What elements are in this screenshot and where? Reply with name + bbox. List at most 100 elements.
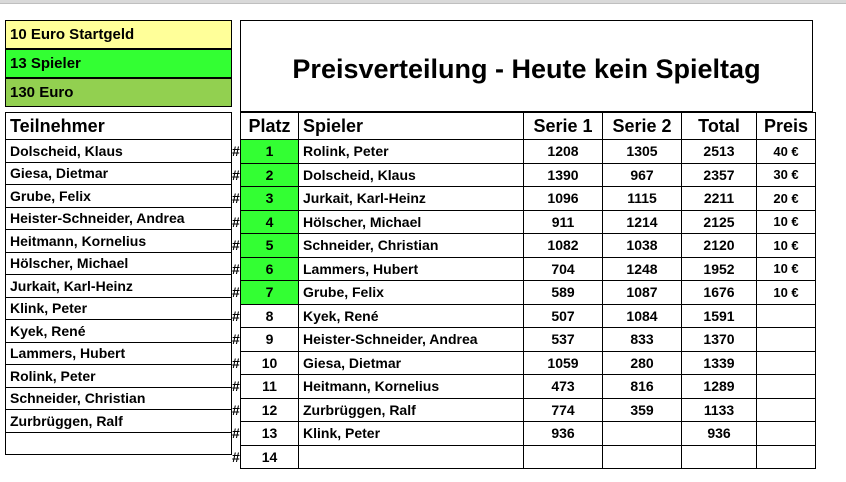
- cell-preis[interactable]: [756, 327, 816, 352]
- cell-serie1[interactable]: 537: [523, 327, 603, 352]
- cell-spieler[interactable]: Heister-Schneider, Andrea: [298, 327, 524, 352]
- teilnehmer-name-cell[interactable]: Hölscher, Michael: [5, 251, 232, 275]
- cell-platz[interactable]: 5: [240, 233, 299, 258]
- cell-serie1[interactable]: 1208: [523, 139, 603, 164]
- cell-serie2[interactable]: 359: [602, 397, 682, 422]
- cell-platz[interactable]: 7: [240, 280, 299, 305]
- cell-serie1[interactable]: 704: [523, 256, 603, 281]
- cell-serie1[interactable]: 774: [523, 397, 603, 422]
- cell-serie2[interactable]: 1305: [602, 139, 682, 164]
- cell-preis[interactable]: [756, 374, 816, 399]
- cell-total[interactable]: 2125: [681, 209, 757, 234]
- cell-spieler[interactable]: Hölscher, Michael: [298, 209, 524, 234]
- teilnehmer-name-cell[interactable]: [5, 431, 232, 455]
- teilnehmer-name-cell[interactable]: Klink, Peter: [5, 296, 232, 320]
- cell-spieler[interactable]: Zurbrüggen, Ralf: [298, 397, 524, 422]
- cell-serie1[interactable]: 911: [523, 209, 603, 234]
- cell-serie1[interactable]: 1390: [523, 162, 603, 187]
- cell-serie2[interactable]: 1038: [602, 233, 682, 258]
- teilnehmer-name-cell[interactable]: Heitmann, Kornelius: [5, 229, 232, 253]
- cell-serie2[interactable]: 280: [602, 350, 682, 375]
- cell-total[interactable]: 2211: [681, 186, 757, 211]
- header-serie2[interactable]: Serie 2: [602, 112, 682, 140]
- cell-total[interactable]: 2357: [681, 162, 757, 187]
- cell-spieler[interactable]: Kyek, René: [298, 303, 524, 328]
- cell-preis[interactable]: [756, 444, 816, 469]
- cell-spieler[interactable]: Dolscheid, Klaus: [298, 162, 524, 187]
- cell-serie1[interactable]: 936: [523, 421, 603, 446]
- teilnehmer-name-cell[interactable]: Schneider, Christian: [5, 386, 232, 410]
- cell-preis[interactable]: [756, 350, 816, 375]
- spieler-count-cell[interactable]: 13 Spieler: [5, 49, 232, 78]
- total-euro-cell[interactable]: 130 Euro: [5, 78, 232, 107]
- page-title[interactable]: Preisverteilung - Heute kein Spieltag: [240, 20, 813, 112]
- cell-platz[interactable]: 4: [240, 209, 299, 234]
- teilnehmer-name-cell[interactable]: Zurbrüggen, Ralf: [5, 409, 232, 433]
- cell-spieler[interactable]: Klink, Peter: [298, 421, 524, 446]
- cell-platz[interactable]: 3: [240, 186, 299, 211]
- cell-platz[interactable]: 6: [240, 256, 299, 281]
- cell-spieler[interactable]: Jurkait, Karl-Heinz: [298, 186, 524, 211]
- header-preis[interactable]: Preis: [756, 112, 816, 140]
- cell-spieler[interactable]: Rolink, Peter: [298, 139, 524, 164]
- cell-serie2[interactable]: 1084: [602, 303, 682, 328]
- teilnehmer-name-cell[interactable]: Jurkait, Karl-Heinz: [5, 274, 232, 298]
- cell-preis[interactable]: 40 €: [756, 139, 816, 164]
- cell-spieler[interactable]: Heitmann, Kornelius: [298, 374, 524, 399]
- teilnehmer-name-cell[interactable]: Grube, Felix: [5, 184, 232, 208]
- cell-serie1[interactable]: 589: [523, 280, 603, 305]
- cell-preis[interactable]: [756, 397, 816, 422]
- cell-platz[interactable]: 13: [240, 421, 299, 446]
- cell-platz[interactable]: 14: [240, 444, 299, 469]
- cell-spieler[interactable]: Lammers, Hubert: [298, 256, 524, 281]
- cell-preis[interactable]: 30 €: [756, 162, 816, 187]
- cell-preis[interactable]: 10 €: [756, 233, 816, 258]
- teilnehmer-header[interactable]: Teilnehmer: [5, 112, 232, 140]
- cell-serie2[interactable]: 1115: [602, 186, 682, 211]
- cell-serie1[interactable]: 507: [523, 303, 603, 328]
- cell-serie2[interactable]: 1087: [602, 280, 682, 305]
- cell-preis[interactable]: [756, 303, 816, 328]
- cell-serie2[interactable]: 816: [602, 374, 682, 399]
- cell-serie2[interactable]: [602, 421, 682, 446]
- cell-serie1[interactable]: 1082: [523, 233, 603, 258]
- cell-platz[interactable]: 8: [240, 303, 299, 328]
- header-serie1[interactable]: Serie 1: [523, 112, 603, 140]
- cell-serie1[interactable]: 1096: [523, 186, 603, 211]
- cell-preis[interactable]: 10 €: [756, 256, 816, 281]
- cell-total[interactable]: 1676: [681, 280, 757, 305]
- teilnehmer-name-cell[interactable]: Rolink, Peter: [5, 364, 232, 388]
- header-spieler[interactable]: Spieler: [298, 112, 524, 140]
- cell-spieler[interactable]: Grube, Felix: [298, 280, 524, 305]
- cell-spieler[interactable]: Giesa, Dietmar: [298, 350, 524, 375]
- teilnehmer-name-cell[interactable]: Giesa, Dietmar: [5, 161, 232, 185]
- cell-total[interactable]: 2513: [681, 139, 757, 164]
- cell-serie2[interactable]: 1214: [602, 209, 682, 234]
- teilnehmer-name-cell[interactable]: Dolscheid, Klaus: [5, 139, 232, 163]
- cell-preis[interactable]: 10 €: [756, 280, 816, 305]
- cell-preis[interactable]: 20 €: [756, 186, 816, 211]
- cell-platz[interactable]: 9: [240, 327, 299, 352]
- header-total[interactable]: Total: [681, 112, 757, 140]
- teilnehmer-name-cell[interactable]: Heister-Schneider, Andrea: [5, 206, 232, 230]
- cell-spieler[interactable]: Schneider, Christian: [298, 233, 524, 258]
- cell-total[interactable]: 2120: [681, 233, 757, 258]
- cell-platz[interactable]: 12: [240, 397, 299, 422]
- teilnehmer-name-cell[interactable]: Lammers, Hubert: [5, 341, 232, 365]
- cell-serie2[interactable]: 1248: [602, 256, 682, 281]
- teilnehmer-name-cell[interactable]: Kyek, René: [5, 319, 232, 343]
- cell-platz[interactable]: 11: [240, 374, 299, 399]
- cell-total[interactable]: 1133: [681, 397, 757, 422]
- startgeld-cell[interactable]: 10 Euro Startgeld: [5, 20, 232, 49]
- cell-total[interactable]: 1339: [681, 350, 757, 375]
- cell-serie1[interactable]: [523, 444, 603, 469]
- cell-platz[interactable]: 1: [240, 139, 299, 164]
- cell-total[interactable]: 936: [681, 421, 757, 446]
- cell-platz[interactable]: 2: [240, 162, 299, 187]
- cell-total[interactable]: [681, 444, 757, 469]
- cell-serie2[interactable]: 833: [602, 327, 682, 352]
- cell-spieler[interactable]: [298, 444, 524, 469]
- cell-total[interactable]: 1952: [681, 256, 757, 281]
- cell-total[interactable]: 1289: [681, 374, 757, 399]
- cell-serie1[interactable]: 1059: [523, 350, 603, 375]
